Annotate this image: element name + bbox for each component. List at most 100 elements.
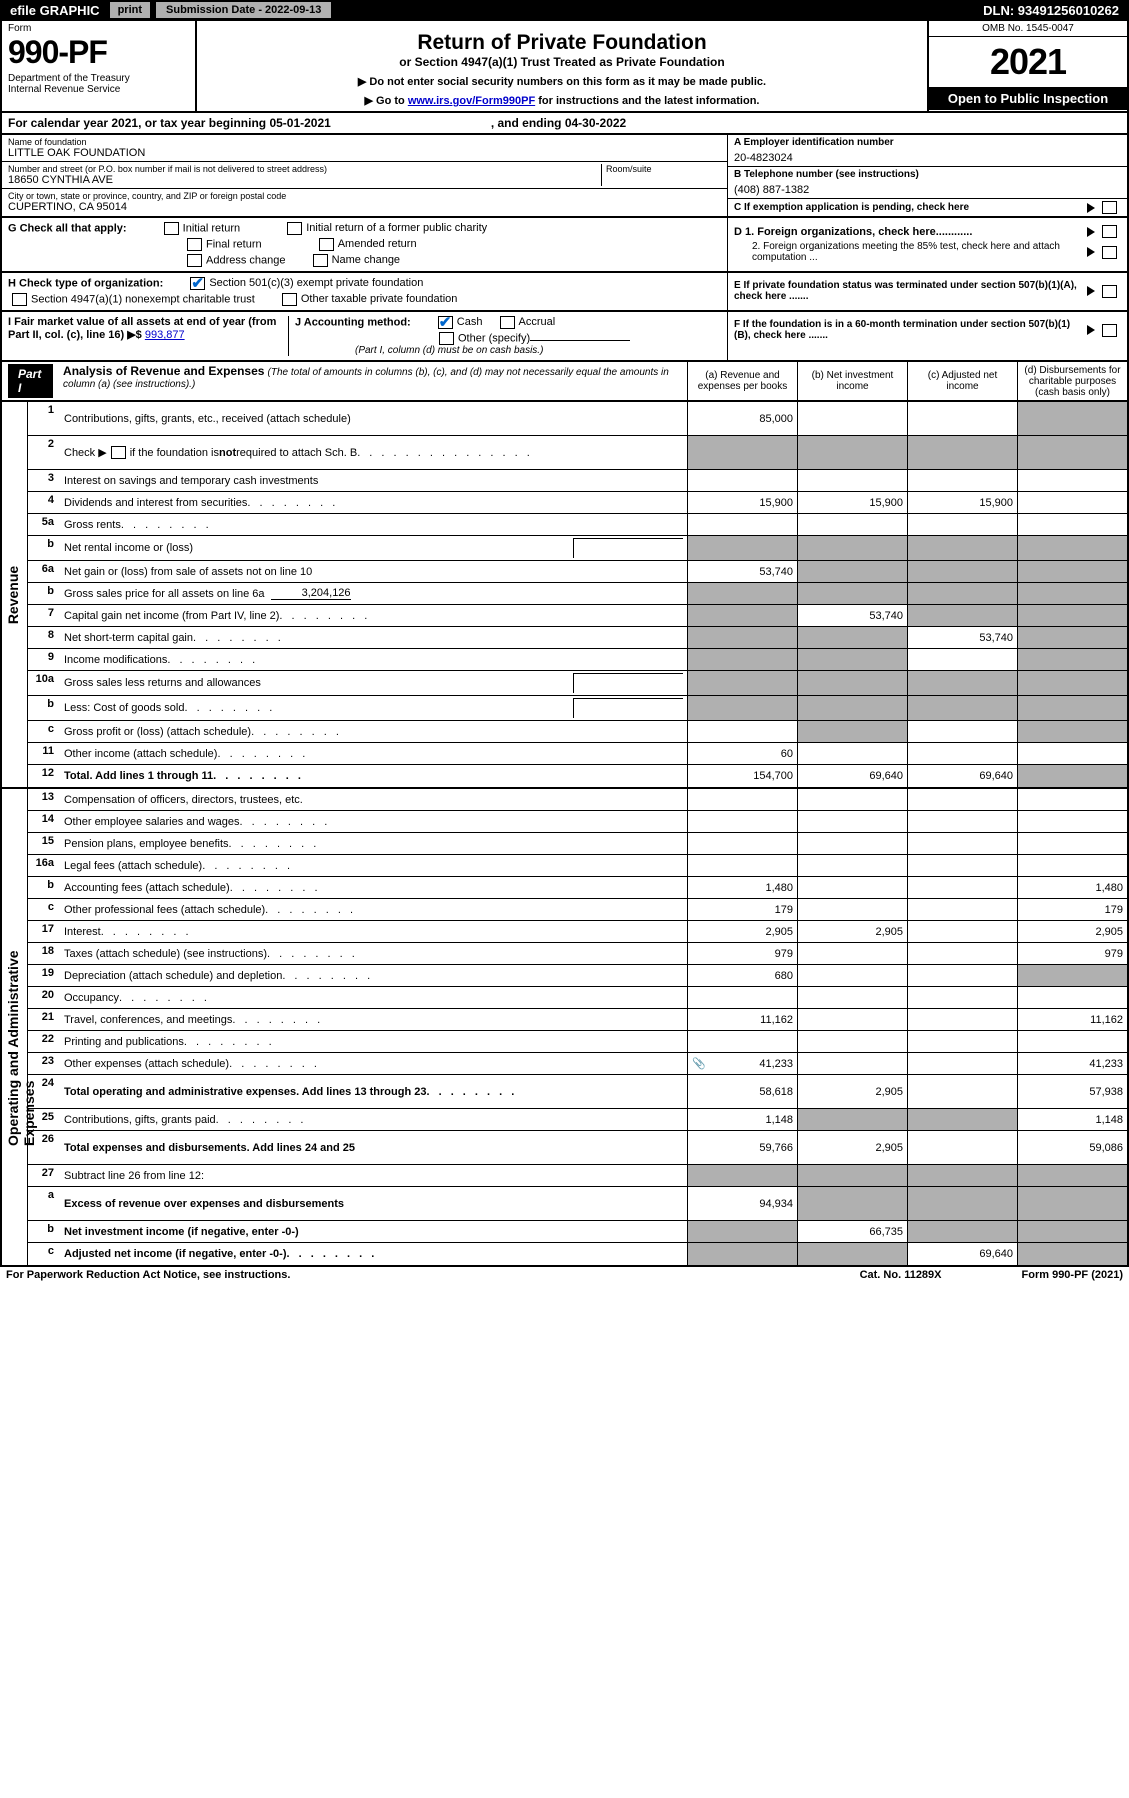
exemption-c: C If exemption application is pending, c… (728, 199, 1127, 216)
part1-header-row: Part I Analysis of Revenue and Expenses … (0, 362, 1129, 402)
line-desc: Gross sales less returns and allowances (60, 671, 687, 695)
cell-d (1017, 492, 1127, 513)
table-row: 21Travel, conferences, and meetings . . … (28, 1009, 1127, 1031)
checkbox-4947[interactable] (12, 293, 27, 306)
cal-year-begin: For calendar year 2021, or tax year begi… (8, 116, 331, 130)
checkbox-c[interactable] (1102, 201, 1117, 214)
checkbox-e[interactable] (1102, 285, 1117, 298)
checkbox-other-taxable[interactable] (282, 293, 297, 306)
checkbox-501c3[interactable] (190, 277, 205, 290)
table-row: 19Depreciation (attach schedule) and dep… (28, 965, 1127, 987)
cell-b: 2,905 (797, 1131, 907, 1164)
table-row: 4Dividends and interest from securities … (28, 492, 1127, 514)
cell-d (1017, 721, 1127, 742)
line-desc: Legal fees (attach schedule) . . . . . .… (60, 855, 687, 876)
line-desc: Interest . . . . . . . . (60, 921, 687, 942)
cell-c (907, 1109, 1017, 1130)
line-desc: Other employee salaries and wages . . . … (60, 811, 687, 832)
sub-input-box (573, 673, 683, 693)
cell-c (907, 921, 1017, 942)
cell-b: 15,900 (797, 492, 907, 513)
cell-b (797, 536, 907, 560)
table-row: 14Other employee salaries and wages . . … (28, 811, 1127, 833)
open-inspection: Open to Public Inspection (929, 87, 1127, 110)
checkbox-sch-b[interactable] (111, 446, 126, 459)
checkbox-d1[interactable] (1102, 225, 1117, 238)
line-number: 11 (28, 743, 60, 764)
cell-b (797, 1053, 907, 1074)
footer-right: Form 990-PF (2021) (1022, 1269, 1123, 1281)
table-row: cAdjusted net income (if negative, enter… (28, 1243, 1127, 1265)
cell-b (797, 561, 907, 582)
cell-d: 59,086 (1017, 1131, 1127, 1164)
line-number: 14 (28, 811, 60, 832)
line-desc: Accounting fees (attach schedule) . . . … (60, 877, 687, 898)
cell-d (1017, 583, 1127, 604)
checkbox-accrual[interactable] (500, 316, 515, 329)
col-c-head: (c) Adjusted net income (907, 362, 1017, 400)
cell-d (1017, 649, 1127, 670)
attachment-icon[interactable]: 📎 (692, 1057, 706, 1070)
cell-a: 680 (687, 965, 797, 986)
line-number: 3 (28, 470, 60, 491)
cell-b (797, 833, 907, 854)
table-row: 17Interest . . . . . . . .2,9052,9052,90… (28, 921, 1127, 943)
checkbox-initial-public[interactable] (287, 222, 302, 235)
efile-label: efile GRAPHIC (4, 3, 106, 18)
checkbox-initial-return[interactable] (164, 222, 179, 235)
line-desc: Printing and publications . . . . . . . … (60, 1031, 687, 1052)
cell-b (797, 811, 907, 832)
checkbox-f[interactable] (1102, 324, 1117, 337)
cell-d (1017, 743, 1127, 764)
cell-d (1017, 696, 1127, 720)
cell-c (907, 1165, 1017, 1186)
table-row: 12Total. Add lines 1 through 11 . . . . … (28, 765, 1127, 787)
footer: For Paperwork Reduction Act Notice, see … (0, 1267, 1129, 1283)
line-number: 9 (28, 649, 60, 670)
cell-d (1017, 605, 1127, 626)
part1-desc: Part I Analysis of Revenue and Expenses … (2, 362, 687, 400)
line-desc: Net rental income or (loss) (60, 536, 687, 560)
checkbox-cash[interactable] (438, 316, 453, 329)
table-row: 25Contributions, gifts, grants paid . . … (28, 1109, 1127, 1131)
line-desc: Other income (attach schedule) . . . . .… (60, 743, 687, 764)
line-number: 15 (28, 833, 60, 854)
checkbox-d2[interactable] (1102, 246, 1117, 259)
line-desc: Compensation of officers, directors, tru… (60, 789, 687, 810)
cell-a (687, 1031, 797, 1052)
checkbox-name-change[interactable] (313, 254, 328, 267)
table-row: bNet rental income or (loss) (28, 536, 1127, 561)
checkbox-other-method[interactable] (439, 332, 454, 345)
cell-a: 11,162 (687, 1009, 797, 1030)
checkbox-address-change[interactable] (187, 254, 202, 267)
cell-d (1017, 1243, 1127, 1265)
cell-a (687, 1165, 797, 1186)
cell-d (1017, 514, 1127, 535)
cell-a (687, 855, 797, 876)
checkbox-final-return[interactable] (187, 238, 202, 251)
cell-d (1017, 470, 1127, 491)
cell-c (907, 696, 1017, 720)
print-button[interactable]: print (110, 2, 150, 18)
header-mid: Return of Private Foundation or Section … (197, 21, 927, 111)
arrow-icon (1087, 286, 1095, 296)
cell-c (907, 721, 1017, 742)
cell-c: 53,740 (907, 627, 1017, 648)
cell-c: 69,640 (907, 1243, 1017, 1265)
fmv-value: 993,877 (145, 329, 185, 341)
expenses-table: Operating and Administrative Expenses 13… (0, 789, 1129, 1267)
table-row: 26Total expenses and disbursements. Add … (28, 1131, 1127, 1165)
table-row: 22Printing and publications . . . . . . … (28, 1031, 1127, 1053)
table-row: 15Pension plans, employee benefits . . .… (28, 833, 1127, 855)
cell-a (687, 789, 797, 810)
table-row: 27Subtract line 26 from line 12: (28, 1165, 1127, 1187)
cell-a: 53,740 (687, 561, 797, 582)
cell-b (797, 436, 907, 469)
line-desc: Capital gain net income (from Part IV, l… (60, 605, 687, 626)
cell-b (797, 402, 907, 435)
address-cell: Number and street (or P.O. box number if… (2, 162, 727, 189)
line-desc: Income modifications . . . . . . . . (60, 649, 687, 670)
checkbox-amended[interactable] (319, 238, 334, 251)
irs-link[interactable]: www.irs.gov/Form990PF (408, 95, 535, 107)
table-row: 24Total operating and administrative exp… (28, 1075, 1127, 1109)
